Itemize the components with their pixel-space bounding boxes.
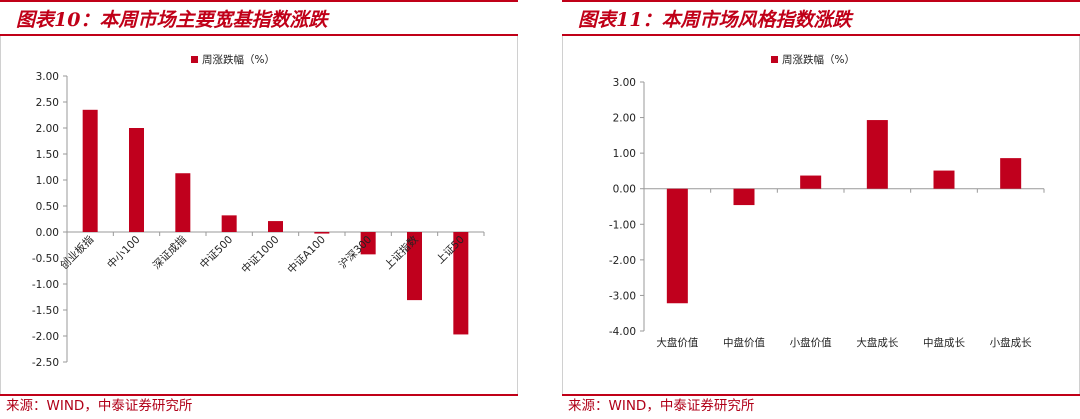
x-tick-label: 中盘成长 bbox=[923, 336, 965, 349]
chart-panel-left: 图表10：本周市场主要宽基指数涨跌 周涨跌幅（%） 3.00 2.50 2.00 1.5… bbox=[0, 0, 518, 419]
x-tick-label: 小盘成长 bbox=[990, 336, 1032, 349]
y-tick-label: 1.00 bbox=[36, 175, 59, 187]
y-tick-label: -1.00 bbox=[609, 219, 636, 231]
bar-chart-svg: 周涨跌幅（%） 3.00 2.50 2.00 1.50 1.00 0.50 0.00 -0.50… bbox=[32, 53, 485, 369]
y-tick-label: -2.00 bbox=[609, 255, 636, 267]
bar bbox=[1000, 158, 1022, 189]
bar bbox=[82, 109, 98, 232]
x-tick-label: 中证1000 bbox=[239, 233, 282, 276]
chart-area: 周涨跌幅（%） 3.00 2.00 1.00 0.00 -1.00 -2.00 -3.00 -4… bbox=[562, 36, 1080, 394]
chart-title-bar: 图表10：本周市场主要宽基指数涨跌 bbox=[0, 0, 518, 36]
bar bbox=[360, 232, 376, 255]
y-tick-label: -4.00 bbox=[609, 326, 636, 338]
bar bbox=[933, 170, 955, 189]
bar bbox=[733, 188, 755, 206]
y-tick-label: 2.50 bbox=[36, 97, 59, 109]
source-note: 来源：WIND，中泰证券研究所 bbox=[0, 394, 518, 419]
source-note: 来源：WIND，中泰证券研究所 bbox=[562, 394, 1080, 419]
bar bbox=[800, 175, 822, 189]
y-tick-label: 2.00 bbox=[36, 123, 59, 135]
bar bbox=[866, 120, 888, 189]
bar-chart-svg: 周涨跌幅（%） 3.00 2.00 1.00 0.00 -1.00 -2.00 -3.00 -4… bbox=[609, 53, 1045, 349]
chart-title: 图表10：本周市场主要宽基指数涨跌 bbox=[16, 9, 328, 31]
chart-title-bar: 图表11：本周市场风格指数涨跌 bbox=[562, 0, 1080, 36]
legend-swatch bbox=[771, 56, 778, 63]
y-tick-label: 2.00 bbox=[613, 113, 636, 125]
y-tick-label: -1.00 bbox=[32, 279, 59, 291]
x-tick-label: 小盘价值 bbox=[790, 336, 832, 349]
bar bbox=[453, 232, 469, 335]
x-tick-label: 创业板指 bbox=[57, 233, 96, 272]
bar bbox=[175, 173, 191, 232]
y-tick-label: -1.50 bbox=[32, 305, 59, 317]
bar bbox=[407, 232, 422, 301]
x-tick-label: 大盘价值 bbox=[656, 336, 698, 349]
x-tick-label: 中盘价值 bbox=[723, 336, 765, 349]
chart-title: 图表11：本周市场风格指数涨跌 bbox=[578, 9, 852, 31]
x-tick-label: 大盘成长 bbox=[856, 336, 898, 349]
legend-label: 周涨跌幅（%） bbox=[782, 53, 855, 66]
bar bbox=[666, 188, 688, 304]
x-tick-label: 中证A100 bbox=[285, 233, 328, 276]
y-tick-label: 3.00 bbox=[613, 77, 636, 89]
chart-area: 周涨跌幅（%） 3.00 2.50 2.00 1.50 1.00 0.50 0.00 -0.50… bbox=[0, 36, 518, 394]
bar bbox=[314, 232, 330, 234]
y-tick-label: 1.00 bbox=[613, 148, 636, 160]
bar bbox=[268, 221, 283, 232]
y-tick-label: -0.50 bbox=[32, 253, 59, 265]
y-tick-label: -2.00 bbox=[32, 331, 59, 343]
bar bbox=[129, 128, 144, 232]
y-tick-label: 0.50 bbox=[36, 201, 59, 213]
x-tick-label: 中证500 bbox=[197, 233, 235, 271]
y-tick-label: 3.00 bbox=[36, 71, 59, 83]
x-tick-label: 深证成指 bbox=[150, 233, 189, 272]
y-tick-label: -2.50 bbox=[32, 357, 59, 369]
legend-swatch bbox=[191, 56, 198, 63]
legend-label: 周涨跌幅（%） bbox=[202, 53, 275, 66]
y-tick-label: 1.50 bbox=[36, 149, 59, 161]
y-tick-label: 0.00 bbox=[36, 227, 59, 239]
y-tick-label: -3.00 bbox=[609, 290, 636, 302]
bar bbox=[221, 215, 237, 232]
x-tick-label: 中小100 bbox=[104, 233, 142, 271]
chart-panel-right: 图表11：本周市场风格指数涨跌 周涨跌幅（%） 3.00 2.00 1.00 0.00 -… bbox=[562, 0, 1080, 419]
y-tick-label: 0.00 bbox=[613, 184, 636, 196]
